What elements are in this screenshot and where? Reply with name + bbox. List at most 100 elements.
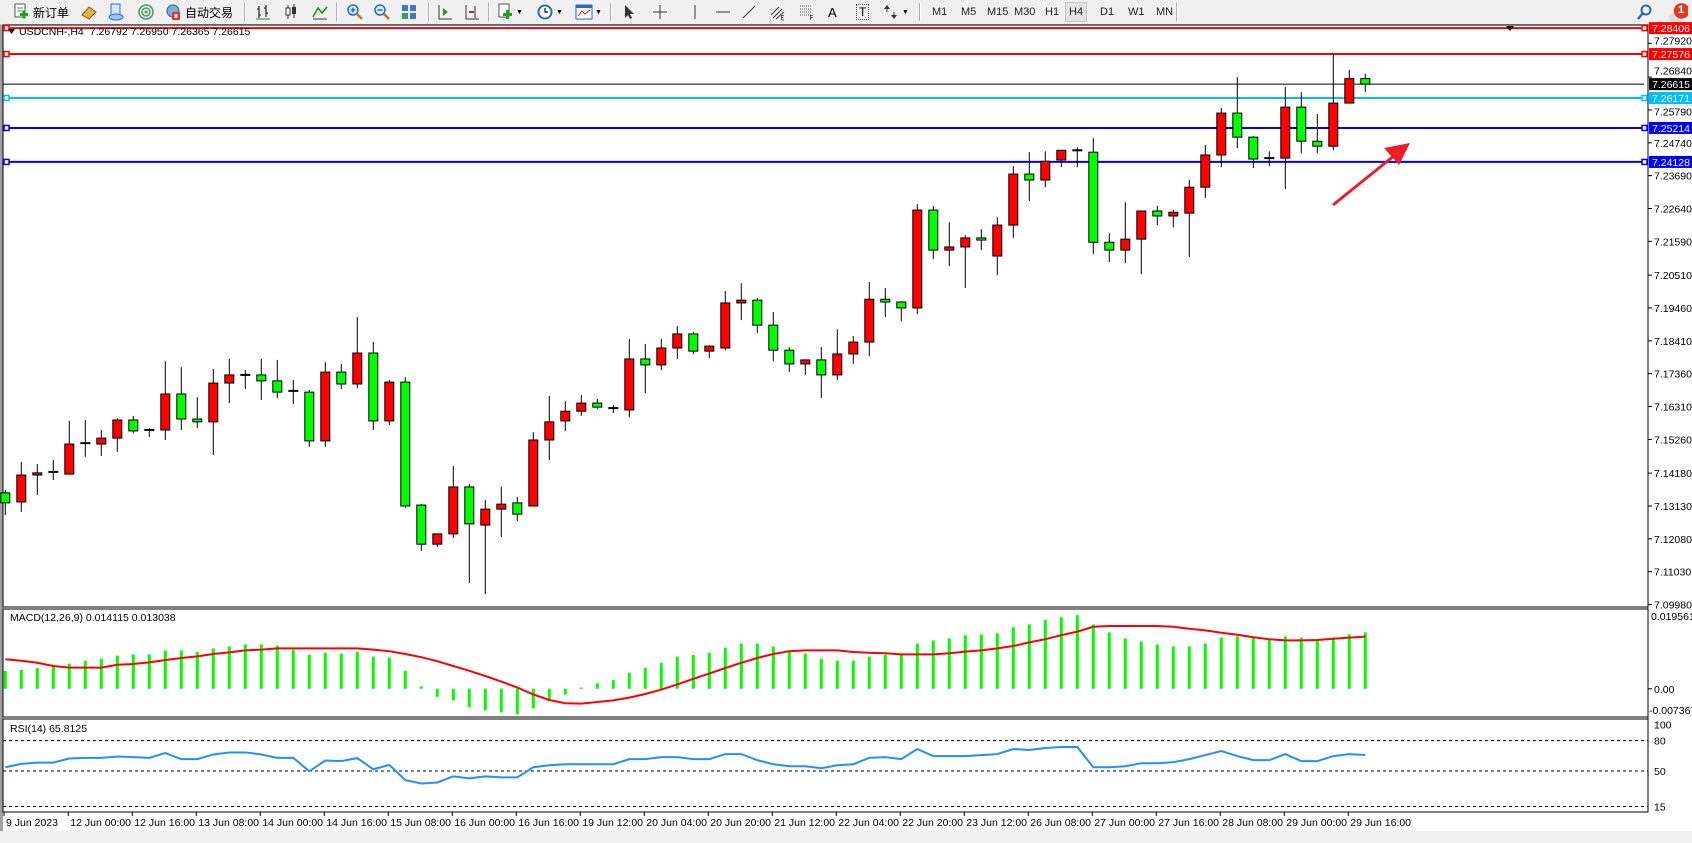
collapse-triangle-icon[interactable] bbox=[8, 29, 15, 34]
candle-body bbox=[512, 502, 523, 515]
timeframe-m1[interactable]: M1 bbox=[932, 6, 948, 18]
candle bbox=[1184, 180, 1195, 257]
candle bbox=[160, 361, 171, 440]
bar-chart-button[interactable] bbox=[254, 2, 272, 22]
candle bbox=[80, 419, 91, 457]
zoom-in-icon bbox=[347, 4, 363, 20]
indicators-button[interactable]: ▼ bbox=[496, 2, 523, 22]
macd-histogram-bar bbox=[1203, 643, 1207, 689]
candle bbox=[1360, 73, 1371, 92]
candle bbox=[800, 359, 811, 375]
toolbar-separator bbox=[919, 3, 921, 21]
time-label: 14 Jun 00:00 bbox=[262, 817, 323, 829]
macd-histogram-bar bbox=[291, 649, 295, 689]
timeframe-h1[interactable]: H1 bbox=[1045, 6, 1060, 18]
timeframe-h4[interactable]: H4 bbox=[1065, 2, 1088, 22]
arrows-button[interactable]: ▼ bbox=[882, 2, 909, 22]
candle-body bbox=[448, 486, 459, 535]
zoom-out-button[interactable] bbox=[373, 2, 391, 22]
candle bbox=[240, 369, 251, 389]
cursor-button[interactable] bbox=[620, 2, 638, 22]
tile-windows-button[interactable] bbox=[400, 2, 418, 22]
candle-body bbox=[32, 472, 43, 476]
candle bbox=[720, 291, 731, 351]
search-button[interactable] bbox=[1636, 2, 1654, 22]
candle bbox=[368, 342, 379, 430]
chart-shift-button[interactable] bbox=[463, 2, 481, 22]
templates-button[interactable]: ▼ bbox=[575, 2, 602, 22]
signals-button[interactable] bbox=[137, 2, 155, 22]
macd-histogram-bar bbox=[195, 652, 199, 689]
time-label: 16 Jun 00:00 bbox=[454, 817, 515, 829]
horizontal-line-button[interactable] bbox=[714, 2, 732, 22]
price-badge-label: 7.28406 bbox=[1652, 23, 1690, 35]
pane-border bbox=[2, 718, 1649, 813]
periods-button[interactable]: ▼ bbox=[536, 2, 563, 22]
new-order-button[interactable]: 新订单 bbox=[12, 2, 69, 22]
fibonacci-retracement-button[interactable] bbox=[798, 2, 816, 22]
macd-histogram-bar bbox=[579, 687, 583, 689]
macd-histogram-bar bbox=[1027, 624, 1031, 689]
macd-pane[interactable]: 0.019561 0.00 -0.007367 bbox=[2, 608, 1692, 718]
candle-body bbox=[144, 428, 155, 431]
candle bbox=[1216, 108, 1227, 168]
macd-axis-label: -0.007367 bbox=[1649, 705, 1692, 717]
time-label: 13 Jun 08:00 bbox=[198, 817, 259, 829]
timeframe-mn[interactable]: MN bbox=[1156, 6, 1174, 18]
line-chart-button[interactable] bbox=[311, 2, 329, 22]
macd-histogram-bar bbox=[35, 668, 39, 689]
trendline-icon bbox=[742, 5, 756, 19]
history-center-button[interactable] bbox=[107, 2, 125, 22]
macd-histogram-bar bbox=[483, 688, 487, 711]
macd-histogram-bar bbox=[1171, 646, 1175, 689]
candle-body bbox=[560, 410, 571, 422]
candlestick-button[interactable] bbox=[282, 2, 300, 22]
candle bbox=[192, 397, 203, 429]
macd-histogram-bar bbox=[547, 688, 551, 701]
timeframe-d1[interactable]: D1 bbox=[1100, 6, 1115, 18]
candle bbox=[656, 338, 667, 370]
text-tool-button[interactable]: A bbox=[828, 4, 837, 20]
timeframe-m15[interactable]: M15 bbox=[987, 6, 1009, 18]
candle-body bbox=[704, 345, 715, 352]
macd-histogram-bar bbox=[1299, 637, 1303, 689]
auto-trading-button[interactable]: 自动交易 bbox=[164, 2, 233, 22]
fibonacci-channel-button[interactable] bbox=[769, 2, 787, 22]
price-tick-label: 7.18410 bbox=[1654, 336, 1692, 348]
rsi-pane[interactable]: 100 80 50 15 bbox=[2, 718, 1672, 813]
macd-histogram-bar bbox=[627, 672, 631, 689]
candle bbox=[1344, 69, 1355, 104]
auto-scroll-icon bbox=[438, 5, 452, 20]
candle-body bbox=[480, 508, 491, 526]
zoom-in-button[interactable] bbox=[346, 2, 364, 22]
macd-histogram-bar bbox=[595, 683, 599, 689]
macd-histogram-bar bbox=[787, 651, 791, 689]
price-tick-label: 7.23690 bbox=[1654, 171, 1692, 183]
macd-histogram-bar bbox=[83, 660, 87, 689]
time-label: 12 Jun 16:00 bbox=[134, 817, 195, 829]
macd-histogram-bar bbox=[99, 658, 103, 689]
timeframe-m5[interactable]: M5 bbox=[961, 6, 977, 18]
trendline-button[interactable] bbox=[740, 2, 758, 22]
macd-histogram-bar bbox=[179, 650, 183, 689]
vertical-line-button[interactable] bbox=[686, 2, 704, 22]
candle bbox=[1264, 151, 1275, 167]
macd-histogram-bar bbox=[275, 645, 279, 689]
notifications-button[interactable]: 1 bbox=[1664, 2, 1688, 22]
market-watch-button[interactable] bbox=[80, 2, 98, 22]
candle bbox=[112, 418, 123, 452]
macd-histogram-bar bbox=[883, 654, 887, 689]
candle bbox=[976, 229, 987, 251]
chevron-down-icon: ▼ bbox=[556, 8, 563, 16]
macd-histogram-bar bbox=[67, 663, 71, 689]
timeframe-w1[interactable]: W1 bbox=[1128, 6, 1145, 18]
crosshair-button[interactable] bbox=[651, 2, 669, 22]
price-badge bbox=[1649, 121, 1692, 134]
timeframe-m30[interactable]: M30 bbox=[1014, 6, 1036, 18]
auto-scroll-button[interactable] bbox=[436, 2, 454, 22]
label-tool-button[interactable]: T bbox=[856, 4, 870, 20]
candle-body bbox=[1136, 210, 1147, 240]
candle-body bbox=[96, 437, 107, 445]
candle bbox=[608, 404, 619, 414]
